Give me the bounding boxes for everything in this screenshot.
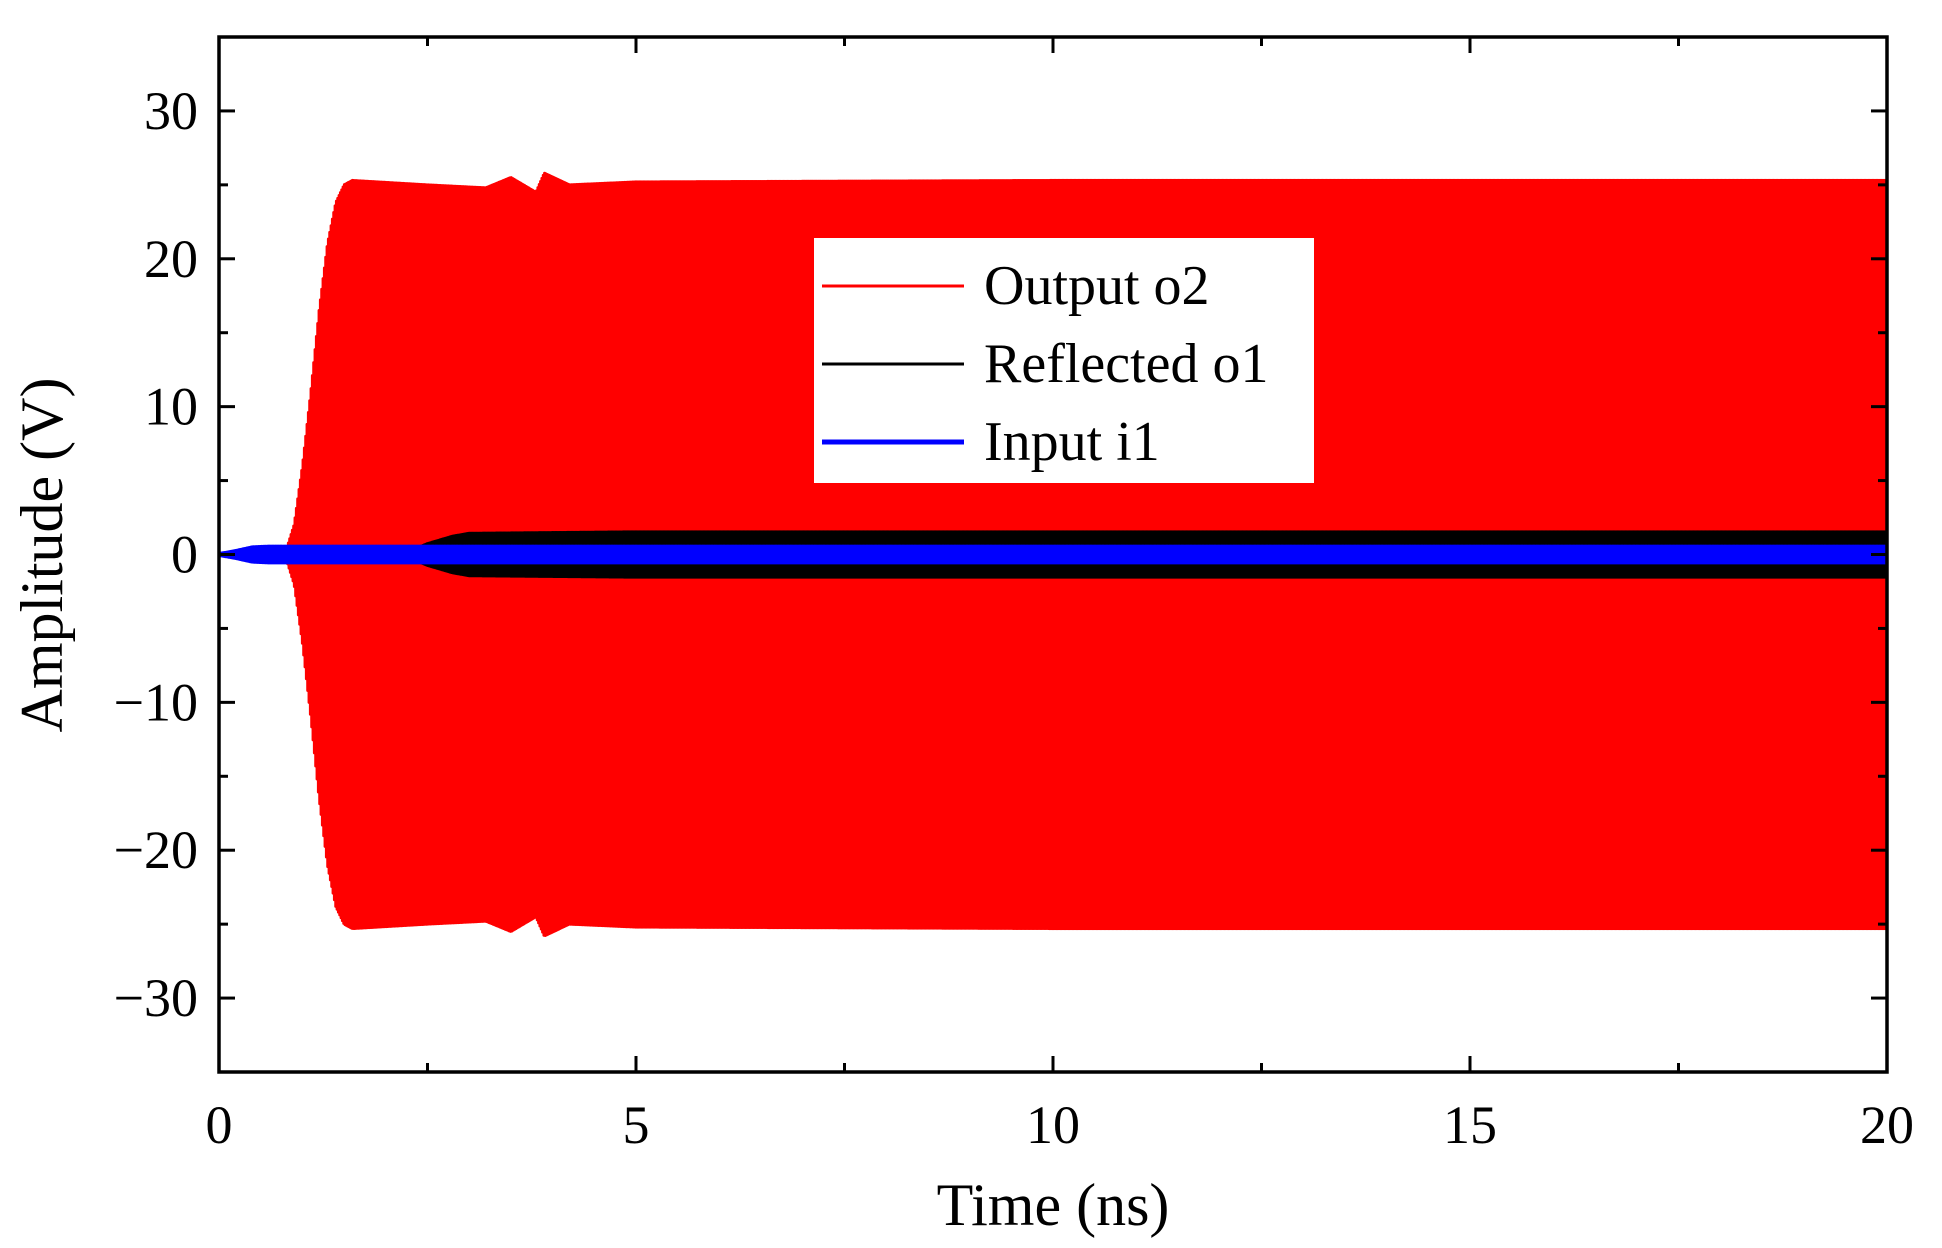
x-tick-label: 10 [1026, 1095, 1080, 1155]
x-tick-label: 0 [206, 1095, 233, 1155]
x-axis-ticks: 0 5 10 15 20 [206, 37, 1914, 1155]
series-input-i1 [219, 544, 1887, 565]
legend: Output o2 Reflected o1 Input i1 [814, 238, 1314, 483]
legend-label: Reflected o1 [984, 333, 1269, 395]
series-layer [219, 171, 1887, 937]
y-axis-title: Amplitude (V) [9, 378, 75, 733]
y-tick-label: 10 [144, 377, 198, 437]
y-tick-label: −10 [114, 672, 198, 732]
y-axis-ticks: −30 −20 −10 0 10 20 30 [114, 81, 1887, 1028]
y-tick-label: 0 [171, 525, 198, 585]
series-output-o2 [219, 171, 1887, 937]
y-tick-label: −20 [114, 820, 198, 880]
x-tick-label: 5 [623, 1095, 650, 1155]
y-tick-label: 30 [144, 81, 198, 141]
legend-label: Output o2 [984, 255, 1210, 317]
legend-label: Input i1 [984, 411, 1160, 473]
x-tick-label: 15 [1443, 1095, 1497, 1155]
x-axis-title: Time (ns) [937, 1172, 1170, 1238]
y-tick-label: 20 [144, 229, 198, 289]
y-tick-label: −30 [114, 968, 198, 1028]
x-tick-label: 20 [1860, 1095, 1914, 1155]
